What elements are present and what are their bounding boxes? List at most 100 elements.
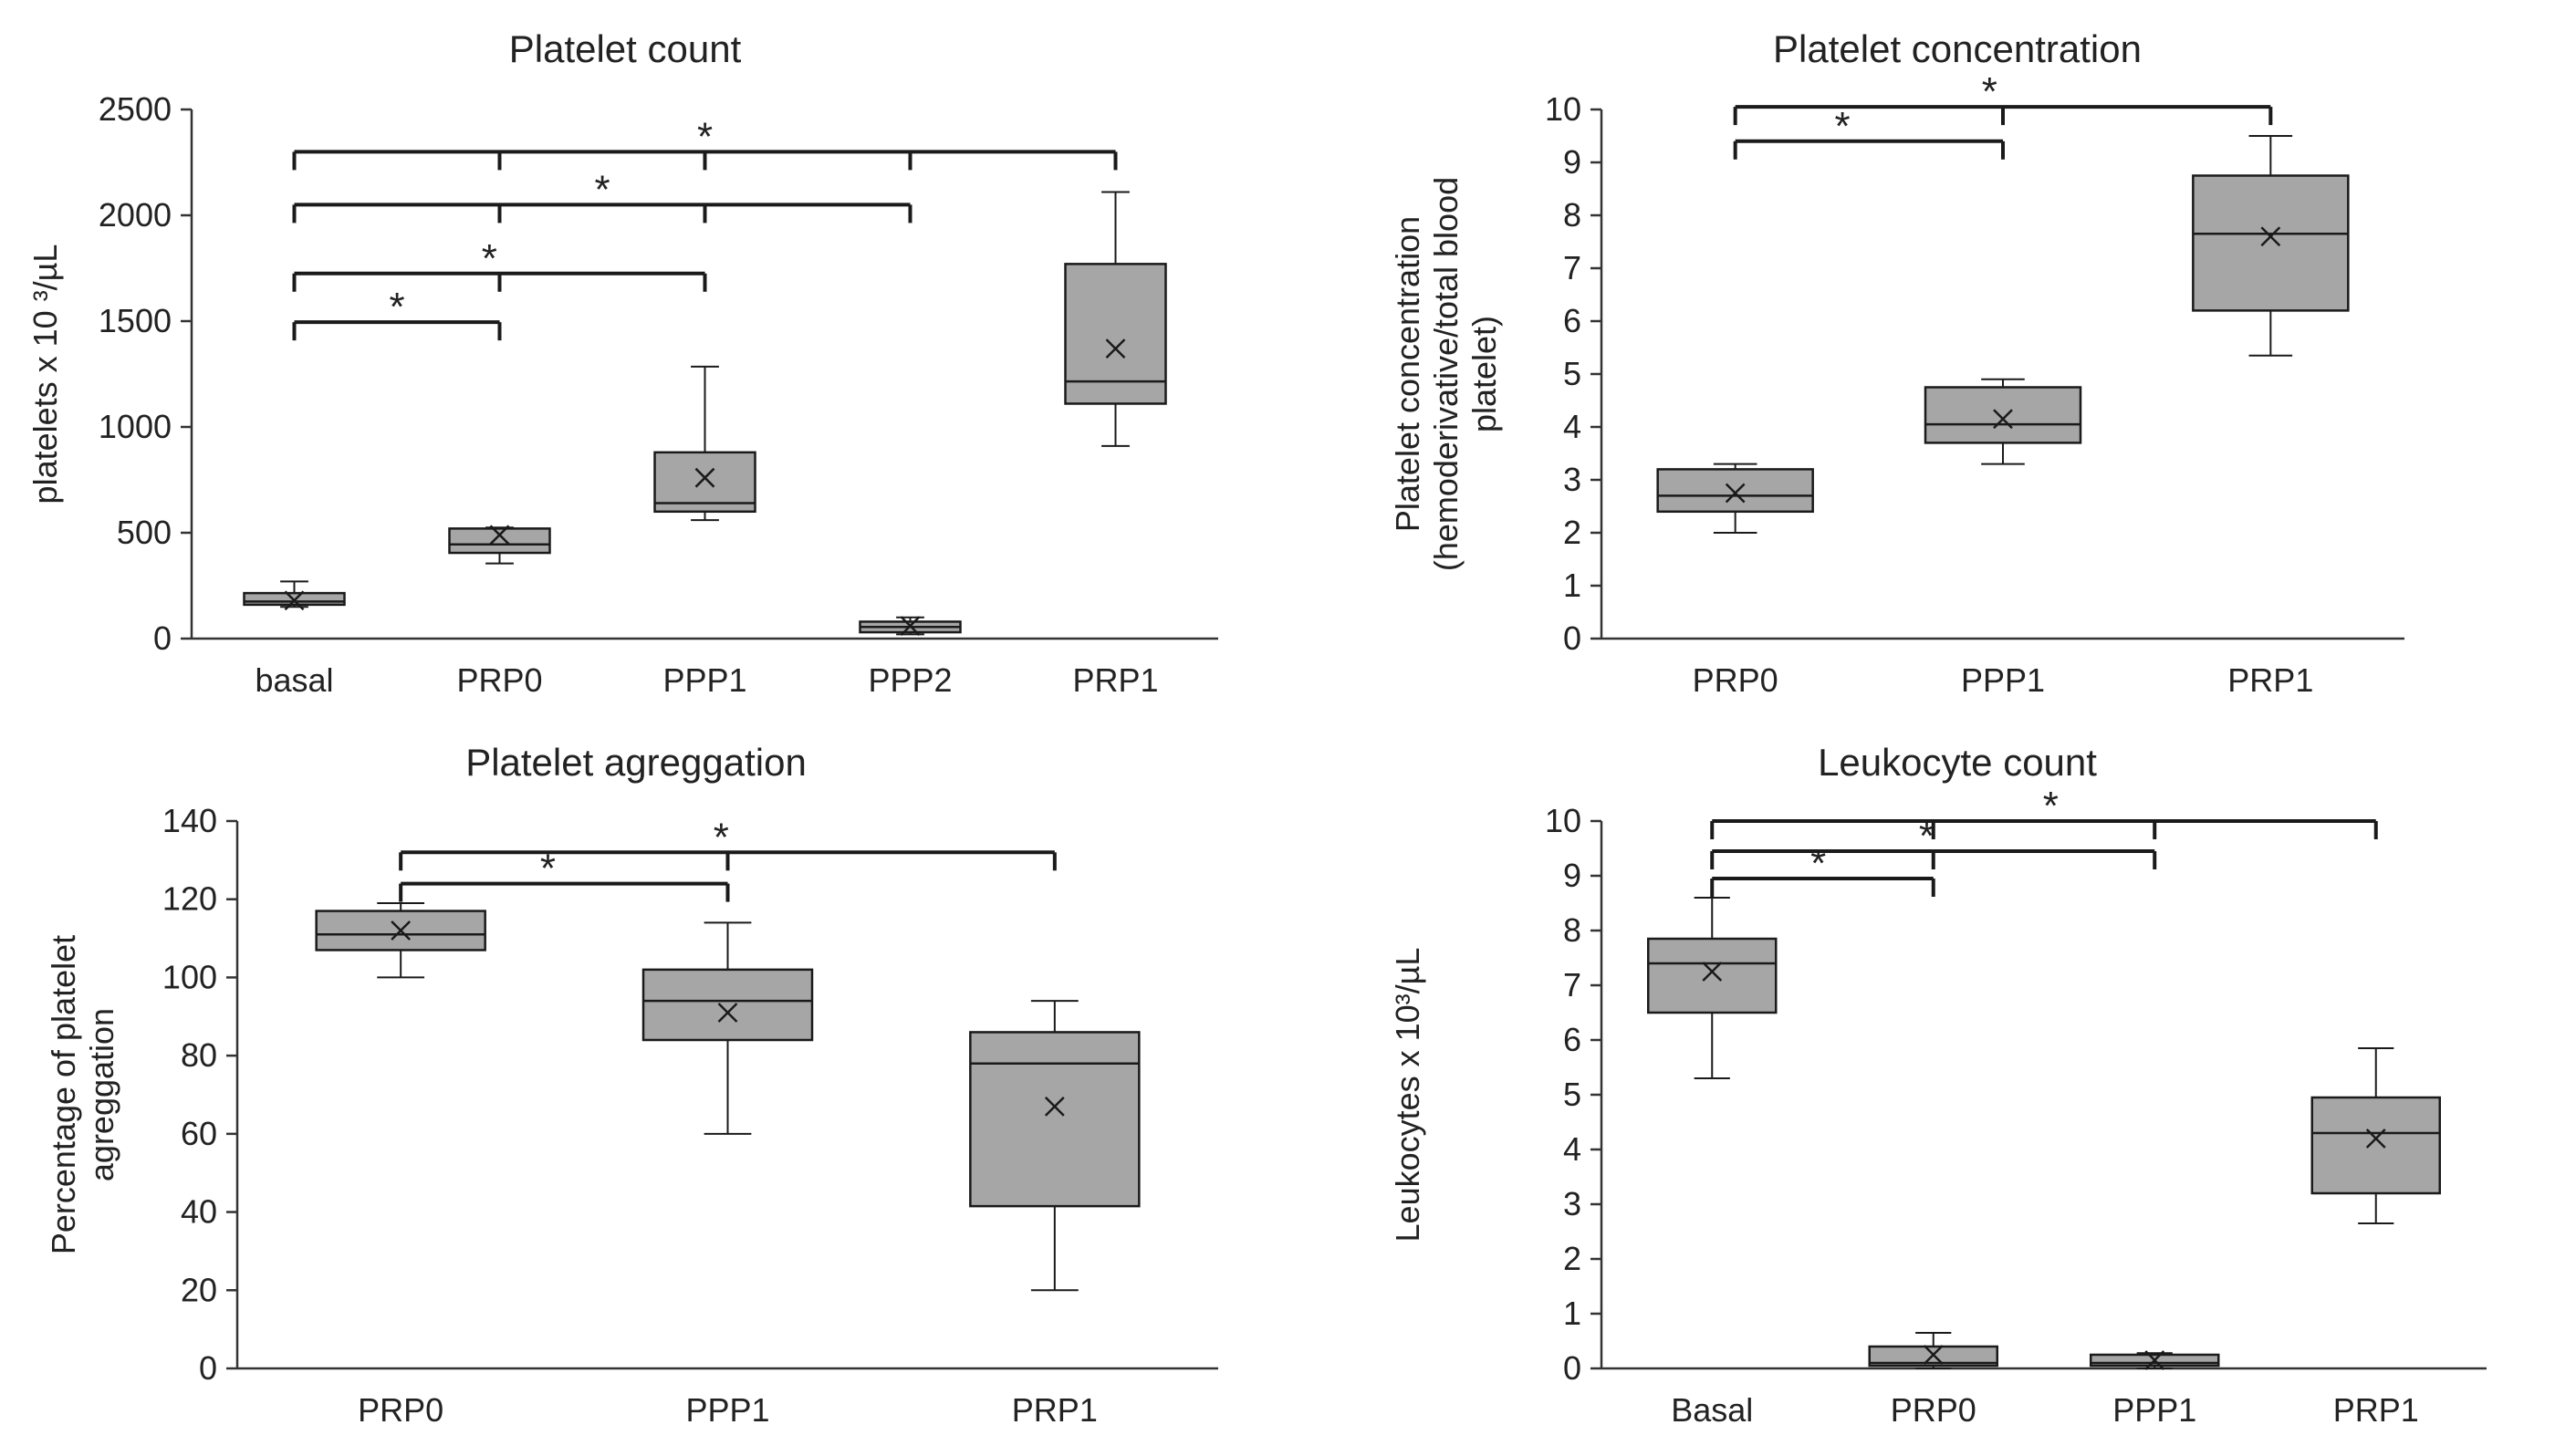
y-tick-label: 140 bbox=[162, 802, 217, 839]
box-prp0 bbox=[448, 525, 551, 565]
box-prp0 bbox=[1868, 1332, 1998, 1369]
y-tick-label: 60 bbox=[181, 1115, 217, 1152]
y-tick-label: 0 bbox=[199, 1349, 217, 1387]
x-tick-label: PRP0 bbox=[1693, 661, 1778, 699]
significance-bracket-4: * bbox=[292, 114, 1118, 171]
significance-bracket-3: * bbox=[292, 167, 912, 224]
box-iqr bbox=[2310, 1096, 2441, 1195]
y-tick-label: 4 bbox=[1563, 1130, 1581, 1168]
y-tick-label: 500 bbox=[117, 514, 172, 551]
y-tick-label: 1000 bbox=[99, 408, 172, 445]
y-tick-label: 3 bbox=[1563, 461, 1581, 498]
significance-star: * bbox=[1919, 814, 1934, 858]
y-tick-label: 10 bbox=[1545, 802, 1581, 839]
box-basal bbox=[243, 580, 346, 611]
box-iqr bbox=[969, 1031, 1141, 1208]
box-ppp1 bbox=[1924, 378, 2082, 465]
y-axis-label: platelets x 10 ³/µL bbox=[26, 244, 64, 504]
y-tick-label: 120 bbox=[162, 880, 217, 918]
x-tick-label: basal bbox=[255, 661, 333, 699]
significance-star: * bbox=[2043, 784, 2059, 828]
significance-bracket-3: * bbox=[1710, 784, 2378, 839]
chart-title: Platelet agreggation bbox=[465, 741, 807, 784]
box-iqr bbox=[641, 968, 814, 1042]
box-ppp1 bbox=[653, 365, 756, 522]
chart-panel-1: Platelet count platelets x 10 ³/µL 0 500 100… bbox=[26, 27, 1218, 699]
mean-marker bbox=[1702, 962, 1723, 982]
mean-marker bbox=[1105, 338, 1126, 359]
significance-bracket-1: * bbox=[399, 847, 730, 902]
significance-bracket-2: * bbox=[1733, 69, 2273, 126]
box-iqr bbox=[1647, 937, 1778, 1014]
y-tick-label: 1 bbox=[1563, 1295, 1581, 1332]
box-iqr bbox=[1924, 386, 2082, 444]
significance-bracket-2: * bbox=[292, 236, 707, 292]
y-tick-label: 2500 bbox=[99, 90, 172, 128]
x-tick-label: PRP1 bbox=[2227, 661, 2313, 699]
y-axis-label: Leukocytes x 10³/µL bbox=[1389, 948, 1426, 1243]
y-axis-label: (hemoderivative/total blood bbox=[1427, 177, 1465, 571]
y-tick-label: 1500 bbox=[99, 302, 172, 339]
mean-marker bbox=[900, 616, 921, 636]
y-tick-label: 10 bbox=[1545, 90, 1581, 128]
box-iqr bbox=[448, 527, 551, 555]
significance-star: * bbox=[389, 285, 404, 329]
significance-star: * bbox=[697, 114, 713, 159]
chart-panel-2: Platelet concentration Platelet concentra… bbox=[1389, 27, 2404, 699]
mean-marker bbox=[717, 1003, 738, 1023]
significance-bracket-2: * bbox=[399, 815, 1057, 871]
mean-marker bbox=[694, 467, 715, 488]
box-prp1 bbox=[2310, 1047, 2441, 1224]
significance-star: * bbox=[540, 847, 556, 891]
y-tick-label: 2 bbox=[1563, 514, 1581, 551]
y-tick-label: 2000 bbox=[99, 196, 172, 234]
mean-marker bbox=[1044, 1096, 1065, 1117]
mean-marker bbox=[1923, 1345, 1944, 1365]
chart-title: Platelet concentration bbox=[1773, 27, 2142, 70]
box-prp1 bbox=[1064, 191, 1167, 447]
x-tick-label: PRP1 bbox=[1072, 661, 1158, 699]
mean-marker bbox=[489, 525, 510, 546]
y-tick-label: 5 bbox=[1563, 1076, 1581, 1113]
chart-panel-3: Platelet agreggation Percentage of platel… bbox=[45, 741, 1218, 1429]
box-ppp1 bbox=[641, 921, 814, 1135]
x-tick-label: PPP1 bbox=[1961, 661, 2045, 699]
y-tick-label: 4 bbox=[1563, 408, 1581, 445]
chart-title: Platelet count bbox=[509, 27, 742, 70]
y-tick-label: 40 bbox=[181, 1193, 217, 1231]
x-tick-label: PRP0 bbox=[1891, 1391, 1976, 1429]
y-tick-label: 80 bbox=[181, 1036, 217, 1074]
box-iqr bbox=[1064, 263, 1167, 405]
x-tick-label: PRP0 bbox=[358, 1391, 443, 1429]
mean-marker bbox=[2144, 1350, 2165, 1370]
box-basal bbox=[1647, 897, 1778, 1079]
box-iqr bbox=[1656, 468, 1814, 514]
y-tick-label: 3 bbox=[1563, 1185, 1581, 1222]
y-tick-label: 9 bbox=[1563, 143, 1581, 181]
y-tick-label: 8 bbox=[1563, 911, 1581, 949]
box-iqr bbox=[2192, 174, 2350, 312]
significance-star: * bbox=[1834, 104, 1850, 149]
y-tick-label: 8 bbox=[1563, 196, 1581, 234]
box-prp1 bbox=[2192, 135, 2350, 357]
y-tick-label: 0 bbox=[1563, 619, 1581, 657]
y-tick-label: 7 bbox=[1563, 249, 1581, 286]
x-tick-label: PRP0 bbox=[456, 661, 542, 699]
y-axis-label: platelet) bbox=[1465, 316, 1503, 432]
significance-bracket-1: * bbox=[292, 285, 502, 341]
y-tick-label: 7 bbox=[1563, 966, 1581, 1004]
box-ppp2 bbox=[859, 616, 962, 636]
y-tick-label: 6 bbox=[1563, 302, 1581, 339]
significance-star: * bbox=[482, 236, 497, 281]
mean-marker bbox=[391, 920, 412, 941]
mean-marker bbox=[284, 590, 305, 611]
y-tick-label: 9 bbox=[1563, 857, 1581, 894]
mean-marker bbox=[2260, 226, 2281, 247]
chart-title: Leukocyte count bbox=[1818, 741, 2097, 784]
y-tick-label: 20 bbox=[181, 1271, 217, 1308]
significance-star: * bbox=[1810, 841, 1826, 886]
mean-marker bbox=[1725, 483, 1746, 504]
box-prp1 bbox=[969, 1000, 1141, 1292]
significance-star: * bbox=[594, 167, 610, 212]
